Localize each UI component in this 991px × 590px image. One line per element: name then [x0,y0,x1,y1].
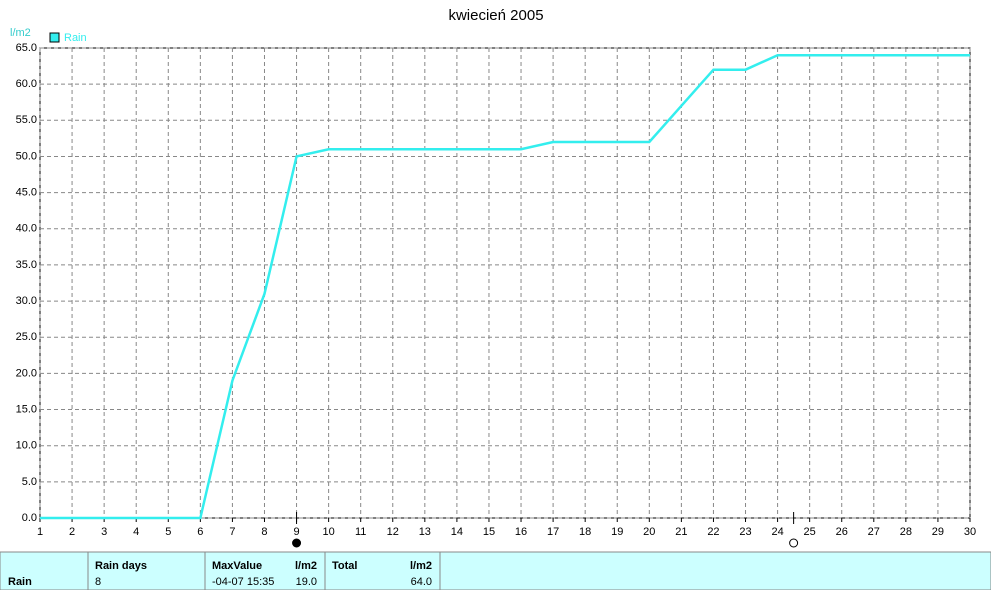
legend-swatch [49,32,60,43]
x-tick-label: 5 [165,526,171,538]
summary-panel [0,551,991,590]
y-tick-label: 35.0 [16,259,37,271]
row-label: Rain [8,576,32,588]
column-header: Total [332,560,357,572]
x-tick-label: 13 [419,526,431,538]
x-tick-label: 25 [804,526,816,538]
x-tick-label: 29 [932,526,944,538]
x-tick-label: 1 [37,526,43,538]
legend-label: Rain [64,32,87,44]
x-tick-label: 26 [836,526,848,538]
line [40,53,970,520]
x-tick-label: 11 [355,526,366,538]
x-tick-label: 20 [643,526,655,538]
x-tick-label: 6 [197,526,203,538]
x-tick-label: 12 [387,526,399,538]
cell: -04-07 15:35 [212,576,274,588]
x-tick-label: 22 [707,526,719,538]
y-axis-label: l/m2 [10,27,31,39]
x-tick-label: 9 [293,526,299,538]
column-header: l/m2 [295,560,317,572]
y-tick-label: 0.0 [22,512,37,524]
y-tick-label: 55.0 [16,114,37,126]
x-tick-label: 14 [451,526,463,538]
y-tick-label: 45.0 [16,187,37,199]
y-tick-label: 15.0 [16,403,37,415]
x-tick-label: 3 [101,526,107,538]
x-tick-label: 8 [261,526,267,538]
marker [789,538,799,548]
y-tick-label: 5.0 [22,476,37,488]
x-tick-label: 30 [964,526,976,538]
y-tick-label: 65.0 [16,42,37,54]
x-tick-label: 28 [900,526,912,538]
x-tick-label: 17 [547,526,559,538]
x-tick-label: 10 [322,526,334,538]
y-tick-label: 10.0 [16,440,37,452]
y-tick-label: 40.0 [16,223,37,235]
cell: 8 [95,576,101,588]
column-header: MaxValue [212,560,262,572]
y-tick-label: 50.0 [16,150,37,162]
x-tick-label: 18 [579,526,591,538]
x-tick-label: 16 [515,526,527,538]
x-tick-label: 27 [868,526,880,538]
column-header: Rain days [95,560,147,572]
x-tick-label: 19 [611,526,623,538]
x-tick-label: 15 [483,526,495,538]
y-tick-label: 25.0 [16,331,37,343]
cell: 64.0 [411,576,432,588]
marker [292,538,302,548]
x-tick-label: 21 [675,526,687,538]
x-tick-label: 2 [69,526,75,538]
x-tick-label: 7 [229,526,235,538]
y-tick-label: 60.0 [16,78,37,90]
x-tick-label: 23 [739,526,751,538]
y-tick-label: 30.0 [16,295,37,307]
column-header: l/m2 [410,560,432,572]
x-tick-label: 4 [133,526,139,538]
y-tick-label: 20.0 [16,367,37,379]
cell: 19.0 [296,576,317,588]
x-tick-label: 24 [771,526,783,538]
chart-title: kwiecień 2005 [448,7,543,24]
